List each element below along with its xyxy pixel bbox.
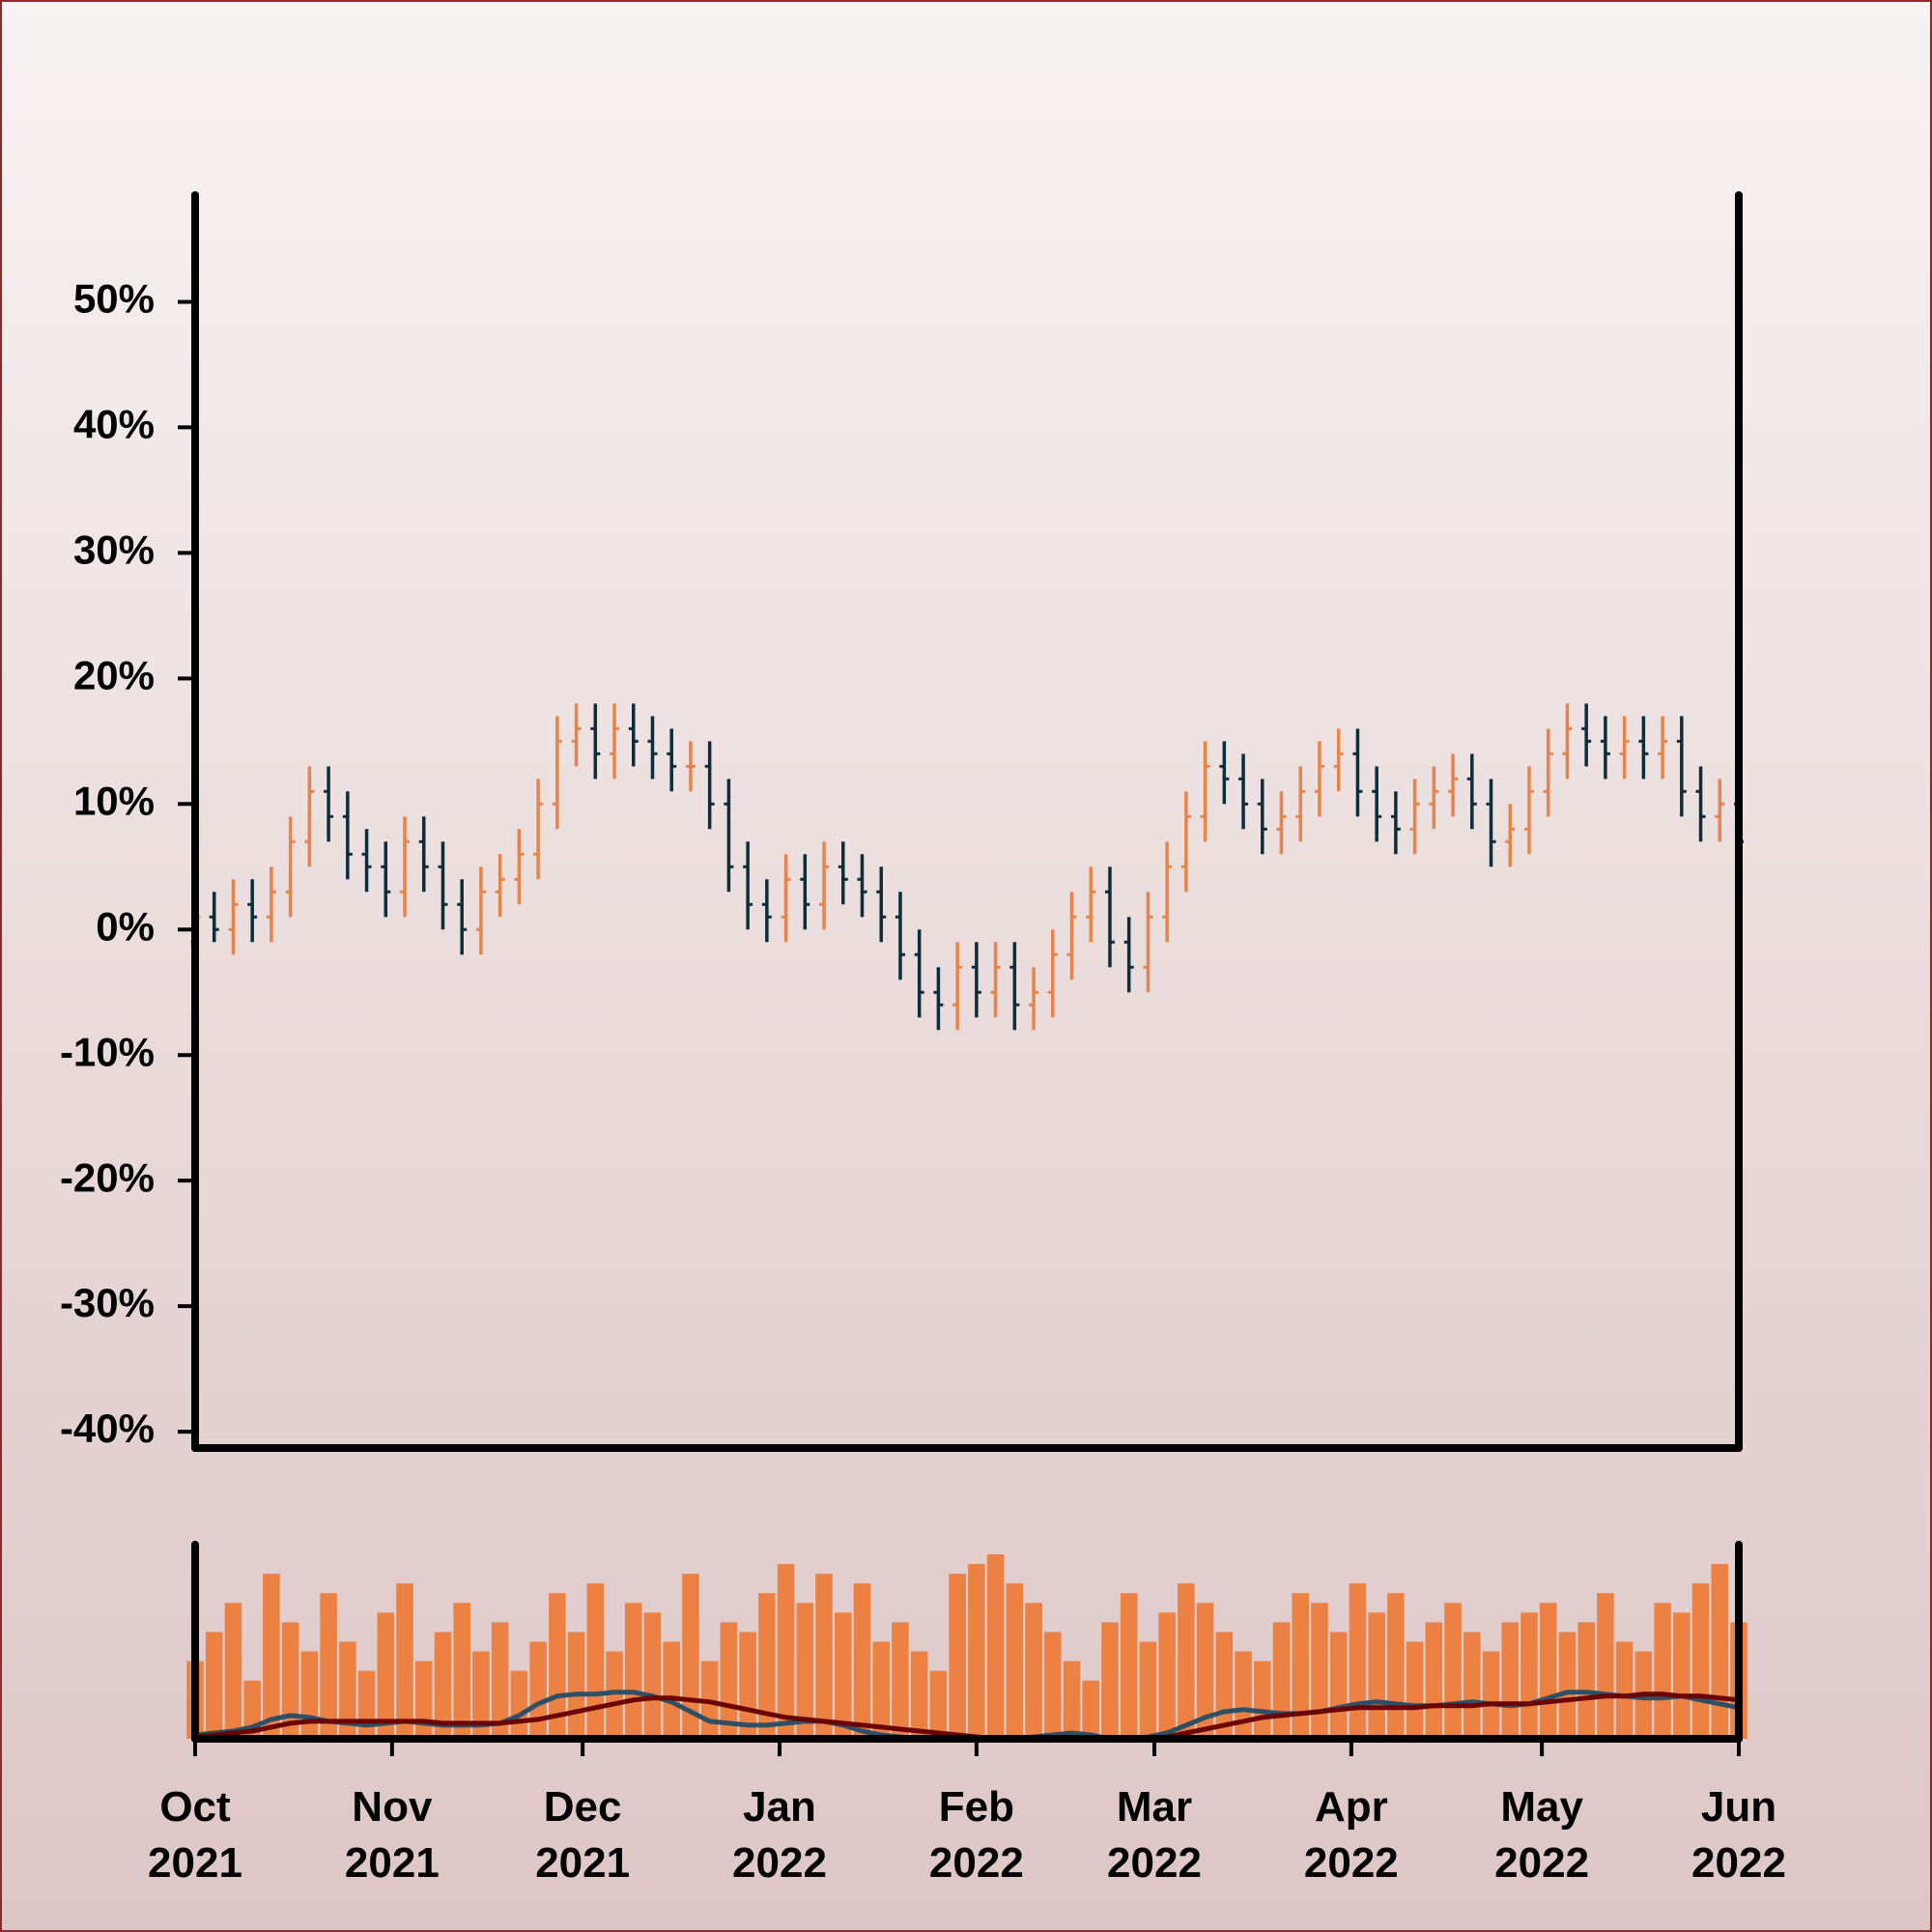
volume-bar	[663, 1641, 680, 1739]
volume-bar	[796, 1603, 814, 1739]
volume-bar	[1711, 1564, 1729, 1739]
volume-bar	[1044, 1632, 1062, 1739]
x-tick-label: Feb 2022	[928, 1783, 1024, 1887]
x-tick-label: Mar 2022	[1107, 1783, 1202, 1887]
y-tick-label: -20%	[60, 1154, 155, 1200]
volume-bar	[1292, 1593, 1310, 1739]
volume-bar	[1387, 1593, 1405, 1739]
volume-bar	[357, 1670, 376, 1739]
y-tick-label: 10%	[73, 778, 155, 823]
y-tick-label: -10%	[60, 1029, 155, 1074]
x-tick-label: Dec 2021	[535, 1783, 631, 1887]
volume-bar	[1311, 1603, 1328, 1739]
y-tick-label: 30%	[73, 526, 155, 572]
x-tick-label: Jan 2022	[732, 1783, 827, 1887]
volume-bar	[1272, 1622, 1291, 1739]
x-tick-label: May 2022	[1494, 1783, 1590, 1887]
volume-bar	[529, 1641, 547, 1739]
volume-bar	[1539, 1603, 1557, 1739]
volume-bar	[643, 1612, 662, 1739]
volume-bar	[1329, 1632, 1348, 1739]
volume-bar	[949, 1574, 966, 1739]
volume-bar	[224, 1603, 242, 1739]
volume-bar	[815, 1574, 833, 1739]
volume-bar	[1368, 1612, 1385, 1739]
volume-bar	[720, 1622, 738, 1739]
x-tick-label: Nov 2021	[344, 1783, 440, 1887]
volume-bar	[1425, 1622, 1443, 1739]
volume-bar	[1597, 1593, 1614, 1739]
volume-bar	[263, 1574, 280, 1739]
volume-bar	[205, 1632, 223, 1739]
volume-bar	[281, 1622, 299, 1739]
volume-bar	[414, 1661, 433, 1739]
volume-bar	[1444, 1603, 1462, 1739]
volume-bar	[892, 1622, 909, 1739]
volume-bar	[1615, 1641, 1634, 1739]
volume-bar	[606, 1651, 623, 1739]
y-tick-label: -30%	[60, 1280, 155, 1325]
volume-bar	[472, 1651, 490, 1739]
x-tick-label: Apr 2022	[1303, 1783, 1399, 1887]
volume-bar	[624, 1603, 642, 1739]
x-tick-label: Oct 2021	[148, 1783, 242, 1887]
volume-bar	[1082, 1680, 1100, 1739]
y-tick-label: 0%	[96, 903, 155, 949]
volume-bar	[320, 1593, 337, 1739]
volume-bar	[853, 1583, 871, 1739]
volume-bar	[491, 1622, 509, 1739]
volume-bar	[986, 1554, 1005, 1739]
volume-bar	[549, 1593, 566, 1739]
volume-bar	[1139, 1641, 1157, 1739]
volume-bar	[1006, 1583, 1024, 1739]
volume-bar	[1577, 1622, 1595, 1739]
volume-bar	[758, 1593, 776, 1739]
volume-bar	[1101, 1622, 1119, 1739]
volume-bar	[1158, 1612, 1176, 1739]
volume-bar	[1235, 1651, 1252, 1739]
y-tick-label: 50%	[73, 276, 155, 322]
volume-bar	[339, 1641, 356, 1739]
volume-bar	[929, 1670, 948, 1739]
volume-bar	[1463, 1632, 1481, 1739]
volume-bar	[586, 1583, 605, 1739]
volume-bar	[834, 1612, 852, 1739]
volume-bar	[300, 1651, 319, 1739]
volume-bar	[567, 1632, 585, 1739]
volume-bar	[777, 1564, 795, 1739]
volume-bar	[377, 1612, 395, 1739]
volume-bar	[1673, 1612, 1690, 1739]
volume-bar	[1120, 1593, 1138, 1739]
volume-bar	[434, 1632, 452, 1739]
volume-bar	[510, 1670, 528, 1739]
volume-bar	[1406, 1641, 1424, 1739]
volume-bar	[1196, 1603, 1214, 1739]
volume-bar	[872, 1641, 890, 1739]
volume-bar	[1482, 1651, 1500, 1739]
volume-bar	[1691, 1583, 1710, 1739]
volume-bar	[1558, 1632, 1577, 1739]
y-tick-label: 20%	[73, 652, 155, 697]
volume-bar	[968, 1564, 985, 1739]
volume-bar	[910, 1651, 928, 1739]
volume-bar	[1520, 1612, 1538, 1739]
y-tick-label: -40%	[60, 1406, 155, 1451]
volume-bar	[1349, 1583, 1367, 1739]
volume-bar	[1178, 1583, 1195, 1739]
volume-bar	[1654, 1603, 1671, 1739]
y-tick-label: 40%	[73, 402, 155, 447]
volume-bar	[1025, 1603, 1042, 1739]
volume-bar	[396, 1583, 413, 1739]
volume-bar	[1501, 1622, 1520, 1739]
volume-bar	[1254, 1661, 1271, 1739]
volume-bar	[453, 1603, 470, 1739]
volume-bar	[1063, 1661, 1081, 1739]
x-tick-label: Jun 2022	[1691, 1783, 1786, 1887]
